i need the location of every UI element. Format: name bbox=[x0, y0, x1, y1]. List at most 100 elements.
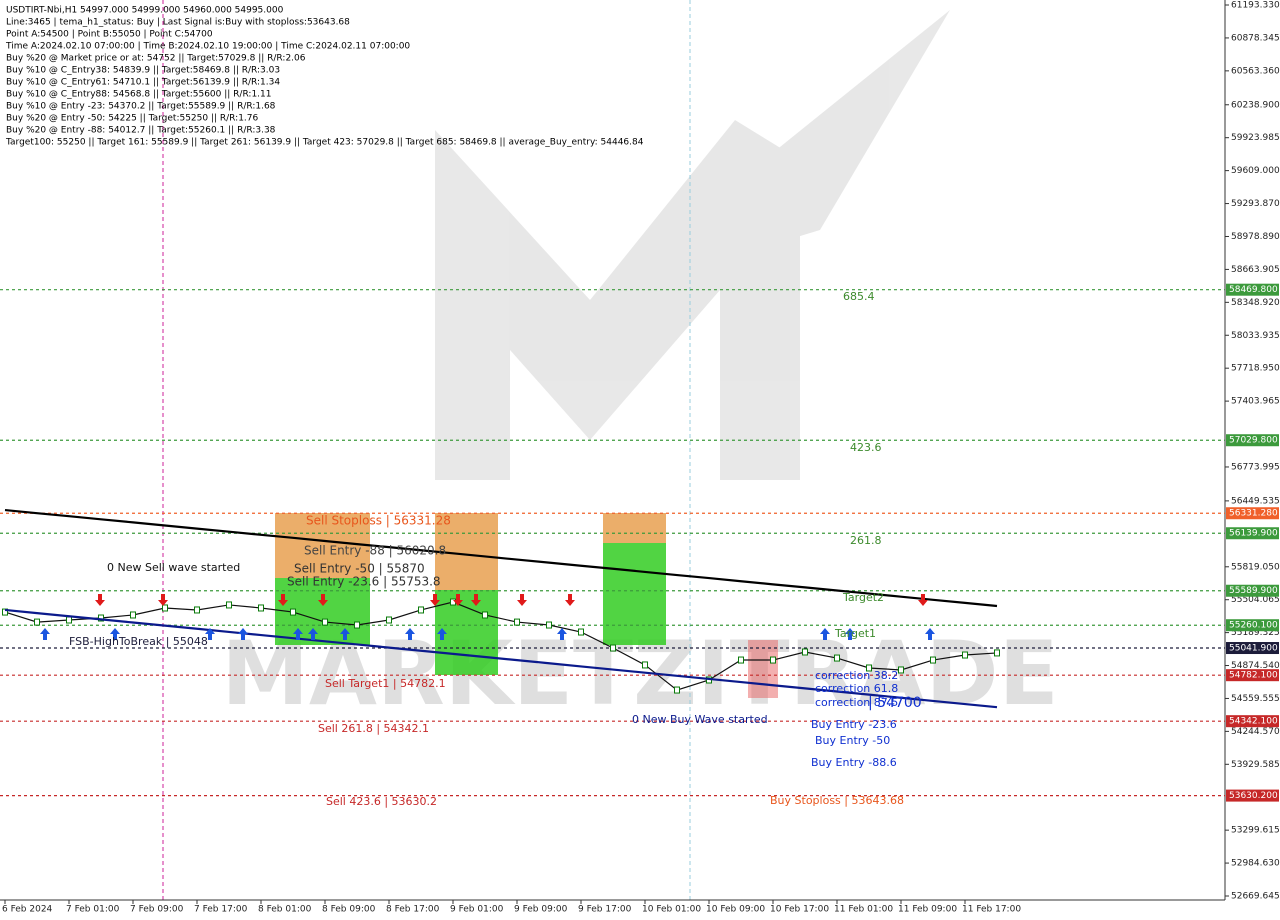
y-tick-label: 56449.535 bbox=[1231, 496, 1280, 506]
price-point bbox=[66, 616, 72, 624]
info-line: Buy %10 @ C_Entry88: 54568.8 || Target:5… bbox=[6, 90, 272, 100]
y-tick-label: 60878.345 bbox=[1231, 33, 1280, 43]
price-point bbox=[290, 608, 296, 616]
level-label-bg bbox=[1226, 789, 1279, 802]
annotation: Buy Stoploss | 53643.68 bbox=[770, 794, 904, 807]
price-point bbox=[738, 656, 744, 664]
buy-arrow bbox=[925, 628, 935, 640]
sell-arrow bbox=[318, 594, 328, 606]
level-label: 58469.800 bbox=[1229, 285, 1278, 295]
y-tick-label: 56773.995 bbox=[1231, 462, 1280, 472]
annotation: Target1 bbox=[834, 627, 876, 640]
annotation: correction 87.5 bbox=[815, 696, 898, 709]
y-tick-label: 55504.065 bbox=[1231, 595, 1280, 605]
level-label: 57029.800 bbox=[1229, 436, 1278, 446]
price-point bbox=[130, 611, 136, 619]
y-tick-label: 60563.360 bbox=[1231, 66, 1280, 76]
level-label-bg bbox=[1226, 527, 1279, 540]
x-tick-label: 9 Feb 09:00 bbox=[514, 905, 568, 915]
annotation: Buy Entry -88.6 bbox=[811, 756, 897, 769]
sell-zone-stop bbox=[603, 513, 666, 543]
x-tick-label: 11 Feb 01:00 bbox=[834, 905, 893, 915]
y-tick-label: 53299.615 bbox=[1231, 826, 1280, 836]
sell-arrow bbox=[278, 594, 288, 606]
price-point bbox=[610, 644, 616, 652]
buy-arrow bbox=[40, 628, 50, 640]
buy-arrow bbox=[238, 628, 248, 640]
buy-arrow bbox=[557, 628, 567, 640]
price-point bbox=[386, 616, 392, 624]
annotation: Sell Entry -50 | 55870 bbox=[294, 562, 425, 576]
price-point bbox=[546, 621, 552, 629]
buy-arrow bbox=[308, 628, 318, 640]
y-tick-label: 52669.645 bbox=[1231, 892, 1280, 902]
annotation: Sell 423.6 | 53630.2 bbox=[326, 795, 437, 808]
price-point bbox=[642, 661, 648, 669]
annotation: correction 38.2 bbox=[815, 669, 898, 682]
y-tick-label: 59609.000 bbox=[1231, 166, 1280, 176]
level-label-bg bbox=[1226, 507, 1279, 520]
y-tick-label: 54874.540 bbox=[1231, 661, 1280, 671]
sell-arrow bbox=[565, 594, 575, 606]
level-label: 55260.100 bbox=[1229, 621, 1278, 631]
y-tick-label: 58663.905 bbox=[1231, 265, 1280, 275]
annotation: Sell 261.8 | 54342.1 bbox=[318, 722, 429, 735]
level-label-bg bbox=[1226, 283, 1279, 296]
price-point bbox=[354, 621, 360, 629]
x-tick-label: 8 Feb 17:00 bbox=[386, 905, 440, 915]
price-point bbox=[802, 648, 808, 656]
info-line: Buy %20 @ Entry -50: 54225 || Target:552… bbox=[6, 114, 259, 124]
info-line: Line:3465 | tema_h1_status: Buy | Last S… bbox=[6, 18, 350, 28]
price-point bbox=[994, 649, 1000, 657]
annotation: 261.8 bbox=[850, 534, 882, 547]
info-line: Buy %20 @ Entry -88: 54012.7 || Target:5… bbox=[6, 126, 276, 136]
annotation: 0 New Buy Wave started bbox=[632, 713, 768, 726]
x-tick-label: 10 Feb 01:00 bbox=[642, 905, 701, 915]
info-line: Buy %20 @ Market price or at: 54752 || T… bbox=[6, 54, 306, 64]
level-label: 56331.280 bbox=[1229, 509, 1278, 519]
price-point bbox=[418, 606, 424, 614]
x-tick-label: 11 Feb 17:00 bbox=[962, 905, 1021, 915]
x-tick-label: 7 Feb 09:00 bbox=[130, 905, 184, 915]
price-point bbox=[962, 651, 968, 659]
sell-arrow bbox=[471, 594, 481, 606]
info-title: USDTIRT-Nbi,H1 54997.000 54999.000 54960… bbox=[6, 6, 284, 16]
sell-arrow bbox=[517, 594, 527, 606]
price-point bbox=[514, 618, 520, 626]
annotation: correction 61.8 bbox=[815, 682, 898, 695]
price-point bbox=[258, 604, 264, 612]
x-tick-label: 10 Feb 17:00 bbox=[770, 905, 829, 915]
sell-arrow bbox=[95, 594, 105, 606]
price-point bbox=[834, 654, 840, 662]
buy-arrow bbox=[110, 628, 120, 640]
level-label: 55041.900 bbox=[1229, 644, 1278, 654]
sell-arrow bbox=[158, 594, 168, 606]
buy-arrow bbox=[405, 628, 415, 640]
y-tick-label: 54244.570 bbox=[1231, 727, 1280, 737]
y-tick-label: 58978.890 bbox=[1231, 232, 1280, 242]
buy-arrow bbox=[205, 628, 215, 640]
y-tick-label: 53929.585 bbox=[1231, 760, 1280, 770]
y-tick-label: 54559.555 bbox=[1231, 694, 1280, 704]
level-label: 56139.900 bbox=[1229, 529, 1278, 539]
annotation: Sell Entry -23.6 | 55753.8 bbox=[287, 575, 441, 589]
y-tick-label: 52984.630 bbox=[1231, 859, 1280, 869]
annotation: Buy Entry -50 bbox=[815, 734, 890, 747]
y-tick-label: 59923.985 bbox=[1231, 133, 1280, 143]
annotation: | 54700 bbox=[868, 695, 922, 711]
level-label: 55589.900 bbox=[1229, 586, 1278, 596]
price-point bbox=[322, 618, 328, 626]
price-point bbox=[34, 618, 40, 626]
y-tick-label: 58033.935 bbox=[1231, 331, 1280, 341]
info-block: USDTIRT-Nbi,H1 54997.000 54999.000 54960… bbox=[5, 6, 644, 148]
x-tick-label: 6 Feb 2024 bbox=[2, 905, 53, 915]
annotation: 685.4 bbox=[843, 290, 875, 303]
price-point bbox=[482, 611, 488, 619]
x-tick-label: 10 Feb 09:00 bbox=[706, 905, 765, 915]
buy-zone bbox=[748, 640, 778, 698]
price-point bbox=[674, 686, 680, 694]
info-line: Point A:54500 | Point B:55050 | Point C:… bbox=[6, 30, 213, 40]
level-label-bg bbox=[1226, 642, 1279, 655]
series-line bbox=[4, 508, 998, 608]
